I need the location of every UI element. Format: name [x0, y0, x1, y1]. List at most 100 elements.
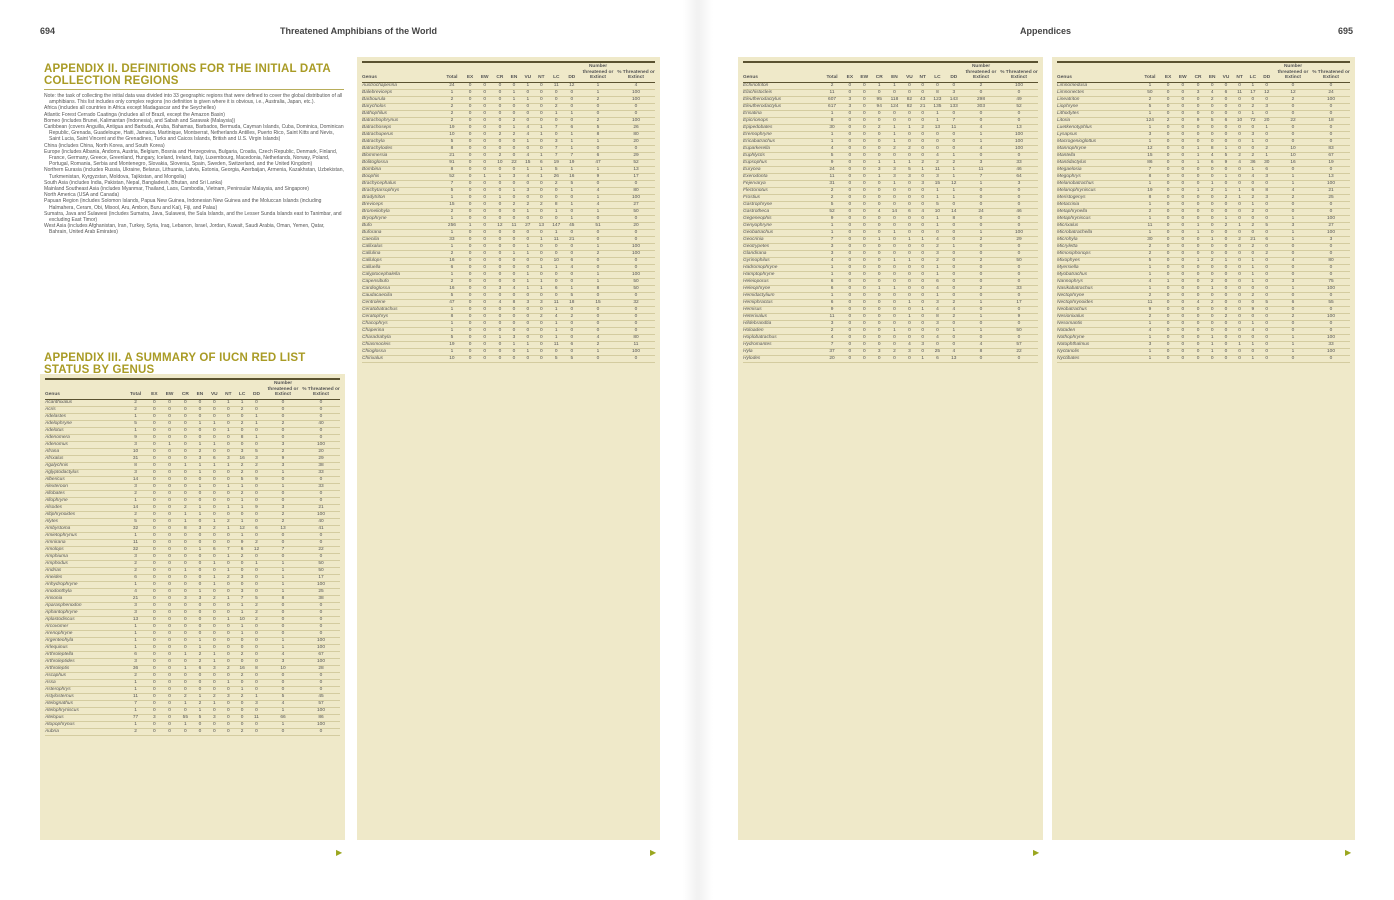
value-cell: 3	[264, 658, 302, 666]
value-cell: 0	[1161, 152, 1175, 160]
genus-cell: Aparasphenodon	[45, 602, 124, 610]
value-cell: 0	[886, 299, 903, 307]
value-cell: 0	[886, 194, 903, 202]
value-cell: 6	[534, 159, 548, 167]
value-cell: 0	[192, 609, 208, 617]
value-cell: 4	[820, 257, 844, 265]
value-cell: 100	[1312, 313, 1350, 321]
value-cell: 5	[1138, 103, 1162, 111]
value-cell: 0	[843, 229, 857, 237]
value-cell: 1	[564, 215, 579, 223]
value-cell: 1	[1138, 320, 1162, 328]
value-cell: 1	[492, 334, 508, 342]
value-cell: 9	[1000, 313, 1038, 321]
value-cell: 0	[617, 145, 655, 153]
table-row: Amietophrynus 1 0 0 0 0 0 0 1 0 0 0	[45, 532, 340, 540]
value-cell: 0	[1174, 341, 1191, 349]
value-cell: 0	[886, 313, 903, 321]
value-cell: 0	[872, 117, 887, 125]
value-cell: 47	[579, 159, 617, 167]
value-cell: 2	[1246, 208, 1260, 216]
value-cell: 0	[520, 110, 535, 118]
value-cell: 2	[249, 539, 264, 547]
value-cell: 6	[564, 124, 579, 132]
value-cell: 5	[264, 693, 302, 701]
value-cell: 0	[1190, 264, 1206, 272]
value-cell: 0	[177, 707, 193, 715]
value-cell: 2	[1205, 96, 1220, 104]
genus-cell: Adelotus	[45, 427, 124, 435]
table-row: Acanthixalus 2 0 0 0 0 0 1 1 0 0 0	[45, 399, 340, 407]
value-cell: 135	[929, 103, 946, 111]
value-cell: 0	[221, 469, 236, 477]
value-cell: 0	[207, 602, 222, 610]
value-cell: 0	[161, 588, 178, 596]
genus-cell: Chioglossa	[362, 348, 441, 356]
genus-cell: Bryophryne	[362, 215, 441, 223]
value-cell: 0	[1174, 201, 1191, 209]
value-cell: 0	[916, 187, 930, 195]
value-cell: 0	[207, 609, 222, 617]
value-cell: 0	[463, 180, 477, 188]
value-cell: 0	[1174, 194, 1191, 202]
value-cell: 0	[962, 355, 1000, 363]
region-definition: Africa (includes all countries in Africa…	[44, 105, 216, 112]
value-cell: 0	[235, 441, 249, 449]
table-row: Macrogenioglottus 1 0 0 0 0 0 0 1 0 0 0	[1057, 138, 1350, 146]
value-cell: 0	[249, 637, 264, 645]
value-cell: 1	[962, 180, 1000, 188]
table-row: Geobatrachus 1 0 0 0 1 0 0 0 0 1 100	[743, 229, 1038, 237]
value-cell: 11	[820, 173, 844, 181]
value-cell: 0	[579, 110, 617, 118]
value-cell: 0	[1161, 271, 1175, 279]
value-cell: 1	[476, 173, 493, 181]
value-cell: 0	[520, 229, 535, 237]
table-row: Euparkerella 4 0 0 0 2 2 0 0 0 4 100	[743, 145, 1038, 153]
value-cell: 3	[820, 243, 844, 251]
genus-cell: Hemisus	[743, 306, 821, 314]
genus-cell: Nasikabatrachus	[1057, 285, 1139, 293]
genus-cell: Amphodus	[45, 560, 124, 568]
value-cell: 2	[1246, 152, 1260, 160]
table-row: Ericabatrachus 1 0 0 0 1 0 0 0 0 1 100	[743, 138, 1038, 146]
value-cell: 100	[1312, 215, 1350, 223]
region-definition: Note: the task of collecting the initial…	[44, 93, 343, 106]
value-cell: 0	[463, 327, 477, 335]
value-cell: 0	[207, 399, 222, 407]
value-cell: 1	[507, 187, 521, 195]
value-cell: 0	[192, 728, 208, 736]
genus-cell: Bombina	[362, 166, 441, 174]
column-header: LC	[929, 62, 946, 83]
value-cell: 100	[302, 637, 340, 645]
value-cell: 0	[916, 299, 930, 307]
table-row: Altiphrynoides 2 0 0 1 1 0 0 0 0 2 100	[45, 511, 340, 519]
value-cell: 1	[235, 532, 249, 540]
value-cell: 0	[916, 278, 930, 286]
region-definition: Papuan Region (includes Solomon Islands,…	[44, 198, 322, 211]
value-cell: 100	[1000, 145, 1038, 153]
value-cell: 0	[302, 679, 340, 687]
genus-cell: Atopophrynus	[45, 721, 124, 729]
value-cell: 0	[463, 306, 477, 314]
value-cell: 0	[302, 609, 340, 617]
value-cell: 0	[1232, 124, 1247, 132]
value-cell: 0	[463, 131, 477, 139]
value-cell: 1	[1190, 229, 1206, 237]
value-cell: 0	[1232, 229, 1247, 237]
value-cell: 0	[302, 532, 340, 540]
value-cell: 0	[1259, 208, 1274, 216]
value-cell: 0	[1000, 264, 1038, 272]
region-definition: Mainland Southeast Asia (includes Myanma…	[44, 186, 309, 193]
value-cell: 8	[547, 201, 565, 209]
value-cell: 15	[929, 180, 946, 188]
value-cell: 1	[221, 399, 236, 407]
value-cell: 1	[192, 644, 208, 652]
value-cell: 3	[192, 595, 208, 603]
value-cell: 0	[547, 292, 565, 300]
value-cell: 0	[1312, 103, 1350, 111]
value-cell: 0	[147, 448, 162, 456]
value-cell: 4	[123, 588, 148, 596]
value-cell: 0	[221, 490, 236, 498]
value-cell: 13	[945, 355, 962, 363]
column-header: Number threatened or Extinct	[579, 62, 617, 83]
